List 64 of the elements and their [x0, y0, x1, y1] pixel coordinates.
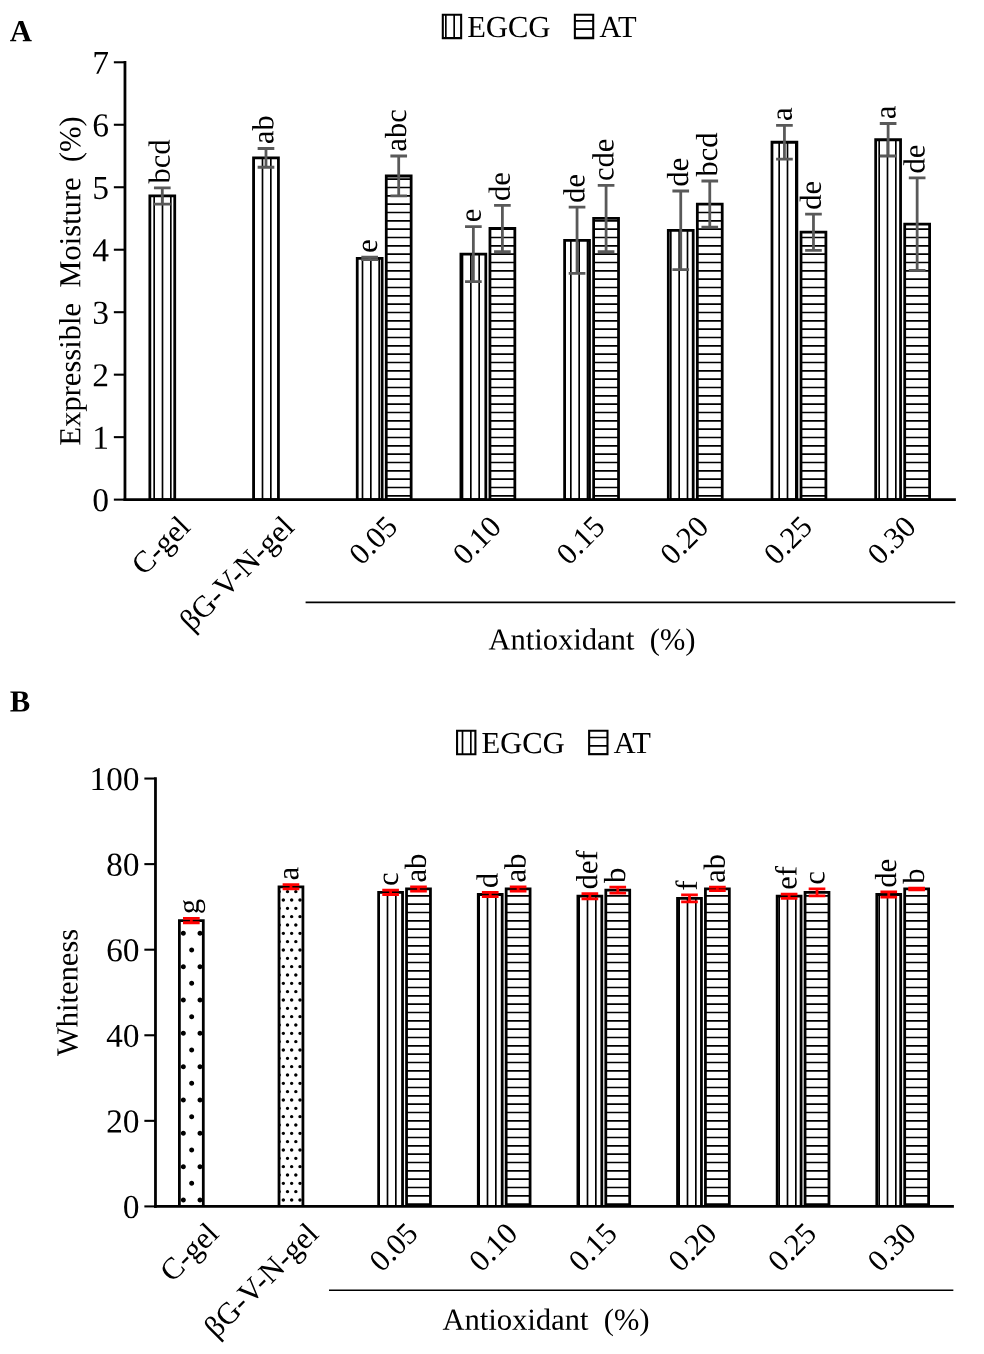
- data-label: f: [675, 880, 697, 890]
- x-tick-label: 0.30: [866, 1221, 918, 1273]
- x-tick-label: 0.20: [667, 1221, 718, 1273]
- data-label: de: [903, 145, 925, 173]
- data-label: de: [563, 175, 585, 202]
- data-label: de: [488, 173, 511, 200]
- data-label: ab: [504, 854, 526, 882]
- legend-label: EGCG: [468, 16, 550, 38]
- y-tick-label: 6: [93, 114, 108, 137]
- y-tick-label: 7: [94, 52, 109, 74]
- data-label: bcd: [695, 132, 718, 177]
- x-tick-label: 0.30: [866, 514, 918, 566]
- y-tick-label: 60: [107, 939, 139, 962]
- data-label: def: [575, 850, 598, 889]
- y-tick-label: 0: [93, 489, 108, 512]
- x-tick-label: 0.05: [368, 1221, 419, 1273]
- x-tick-label: 0.25: [766, 1221, 818, 1273]
- data-label: ef: [774, 866, 797, 889]
- x-tick-label: 0.20: [658, 514, 710, 566]
- y-tick-label: 2: [93, 364, 108, 387]
- data-label: ab: [703, 855, 726, 882]
- y-tick-label: 5: [94, 176, 108, 200]
- chart-title: A: [10, 21, 32, 42]
- data-label: abc: [384, 110, 407, 151]
- x-axis-title: Antioxidant (%): [442, 1308, 649, 1337]
- legend-label: EGCG: [482, 732, 564, 754]
- y-tick-label: 4: [92, 239, 109, 262]
- y-axis-title: Whiteness: [56, 929, 78, 1057]
- data-label: c: [383, 873, 399, 885]
- data-label: g: [182, 899, 206, 913]
- data-label: b: [603, 868, 626, 883]
- data-label: e: [362, 240, 378, 252]
- y-tick-label: 100: [92, 767, 139, 791]
- y-axis-title: Expressible Moisture (%): [59, 117, 87, 445]
- chart-title: B: [10, 691, 30, 712]
- x-tick-label: 0.25: [762, 514, 814, 566]
- data-label: a: [881, 105, 896, 119]
- y-tick-label: 3: [93, 301, 108, 325]
- data-label: de: [799, 181, 822, 209]
- data-label: a: [777, 107, 793, 120]
- x-tick-label: 0.10: [467, 1221, 519, 1273]
- data-label: de: [874, 859, 897, 887]
- y-tick-label: 20: [107, 1110, 139, 1133]
- legend-label: AT: [599, 16, 637, 38]
- data-label: a: [283, 867, 299, 880]
- legend-label: AT: [613, 732, 651, 754]
- x-axis-title: Antioxidant (%): [488, 628, 695, 657]
- y-tick-label: 40: [106, 1024, 139, 1048]
- data-label: ab: [252, 116, 274, 144]
- x-tick-label: 0.15: [555, 514, 607, 566]
- data-label: bcd: [148, 139, 170, 184]
- y-tick-label: 1: [95, 426, 107, 449]
- data-label: b: [902, 869, 925, 884]
- x-tick-label: 0.10: [451, 514, 503, 566]
- data-label: ab: [404, 854, 427, 882]
- x-tick-label: 0.05: [347, 514, 399, 566]
- y-tick-label: 80: [107, 853, 139, 877]
- data-label: d: [476, 873, 498, 887]
- y-tick-label: 0: [124, 1195, 139, 1219]
- data-label: cde: [592, 139, 614, 180]
- data-label: de: [666, 158, 689, 186]
- x-tick-label: 0.15: [567, 1221, 619, 1273]
- data-label: e: [466, 209, 482, 222]
- data-label: c: [809, 872, 825, 884]
